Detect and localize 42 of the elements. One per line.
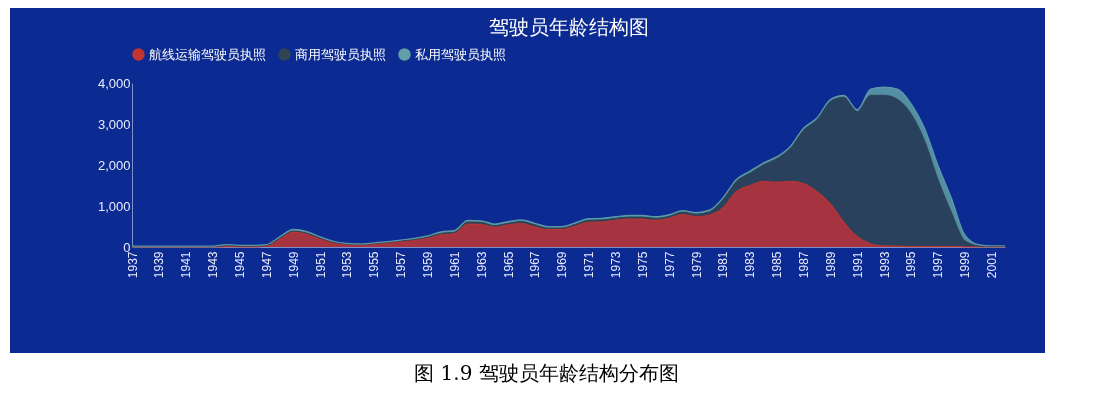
x-tick-label: 1959	[420, 251, 435, 279]
x-tick-label: 1953	[340, 251, 355, 279]
x-tick-label: 1951	[313, 251, 328, 279]
x-tick-label: 1955	[367, 251, 382, 279]
x-tick-label: 1987	[797, 251, 812, 279]
x-tick-label: 1995	[904, 251, 919, 279]
x-tick-label: 1997	[931, 251, 946, 279]
x-tick-label: 1961	[447, 251, 462, 279]
x-tick-label: 1973	[609, 251, 624, 279]
y-tick-label: 3,000	[97, 116, 131, 132]
x-tick-label: 1985	[770, 251, 785, 279]
x-tick-label: 1937	[125, 251, 140, 279]
x-tick-label: 1981	[716, 251, 731, 279]
x-tick-label: 1945	[232, 251, 247, 279]
legend-label: 商用驾驶员执照	[295, 46, 386, 62]
caption: 图 1.9 驾驶员年龄结构分布图	[413, 360, 680, 387]
x-tick-label: 1949	[286, 251, 301, 279]
x-tick-label: 1965	[501, 251, 516, 279]
x-tick-label: 1969	[555, 251, 570, 279]
x-tick-label: 2001	[985, 251, 1000, 279]
y-tick-label: 4,000	[97, 75, 131, 91]
y-tick-label: 1,000	[97, 198, 131, 214]
x-tick-label: 1943	[206, 251, 221, 279]
legend-label: 私用驾驶员执照	[415, 46, 506, 62]
x-tick-label: 1939	[152, 251, 167, 279]
x-tick-label: 1941	[179, 251, 194, 279]
x-tick-label: 1957	[394, 251, 409, 279]
x-tick-label: 1989	[823, 251, 838, 279]
x-tick-label: 1975	[635, 251, 650, 279]
x-tick-label: 1967	[528, 251, 543, 279]
legend-label: 航线运输驾驶员执照	[149, 46, 266, 62]
x-tick-label: 1963	[474, 251, 489, 279]
x-tick-label: 1993	[877, 251, 892, 279]
x-tick-label: 1983	[743, 251, 758, 279]
x-tick-label: 1999	[958, 251, 973, 279]
x-tick-label: 1947	[259, 251, 274, 279]
x-tick-label: 1979	[689, 251, 704, 279]
y-tick-label: 2,000	[97, 157, 131, 173]
x-tick-label: 1971	[582, 251, 597, 279]
x-tick-label: 1977	[662, 251, 677, 279]
x-tick-label: 1991	[850, 251, 865, 279]
chart-title: 驾驶员年龄结构图	[488, 15, 649, 39]
